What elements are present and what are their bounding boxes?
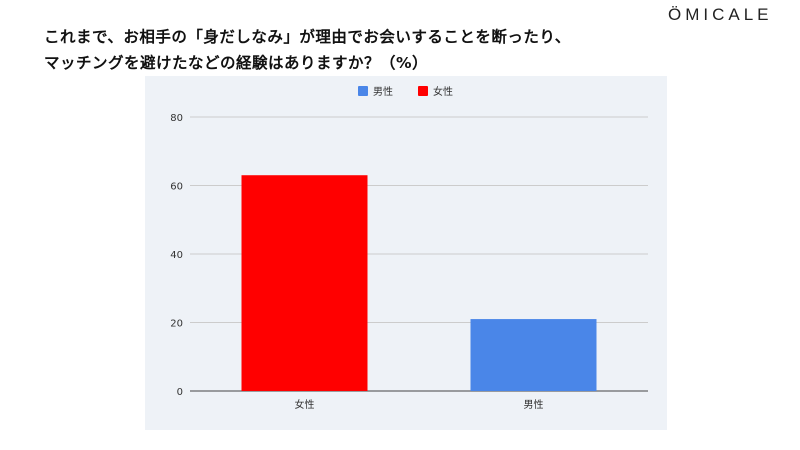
bar-chart: 0 20 40 60 80 女性 男性 男性 女性 xyxy=(145,76,667,430)
y-tick-label: 80 xyxy=(170,113,183,124)
title-line: マッチングを避けたなどの経験はありますか？（%） xyxy=(44,54,429,72)
legend-swatch xyxy=(358,86,368,96)
bar-女性 xyxy=(241,175,368,391)
y-tick-label: 20 xyxy=(170,319,183,330)
y-tick-label: 0 xyxy=(177,387,183,398)
y-tick-label: 60 xyxy=(170,182,183,193)
y-tick-label: 40 xyxy=(170,250,183,261)
x-tick-label: 女性 xyxy=(295,398,315,411)
legend-label: 男性 xyxy=(373,85,393,98)
chart-title: これまで、お相手の「身だしなみ」が理由でお会いすることを断ったり、 マッチングを… xyxy=(44,24,571,76)
logo: ÖMICALE xyxy=(668,5,773,24)
bar-男性 xyxy=(470,319,597,391)
legend-label: 女性 xyxy=(433,85,453,98)
title-line: これまで、お相手の「身だしなみ」が理由でお会いすることを断ったり、 xyxy=(44,28,571,46)
x-tick-label: 男性 xyxy=(524,398,544,411)
legend-swatch xyxy=(418,86,428,96)
